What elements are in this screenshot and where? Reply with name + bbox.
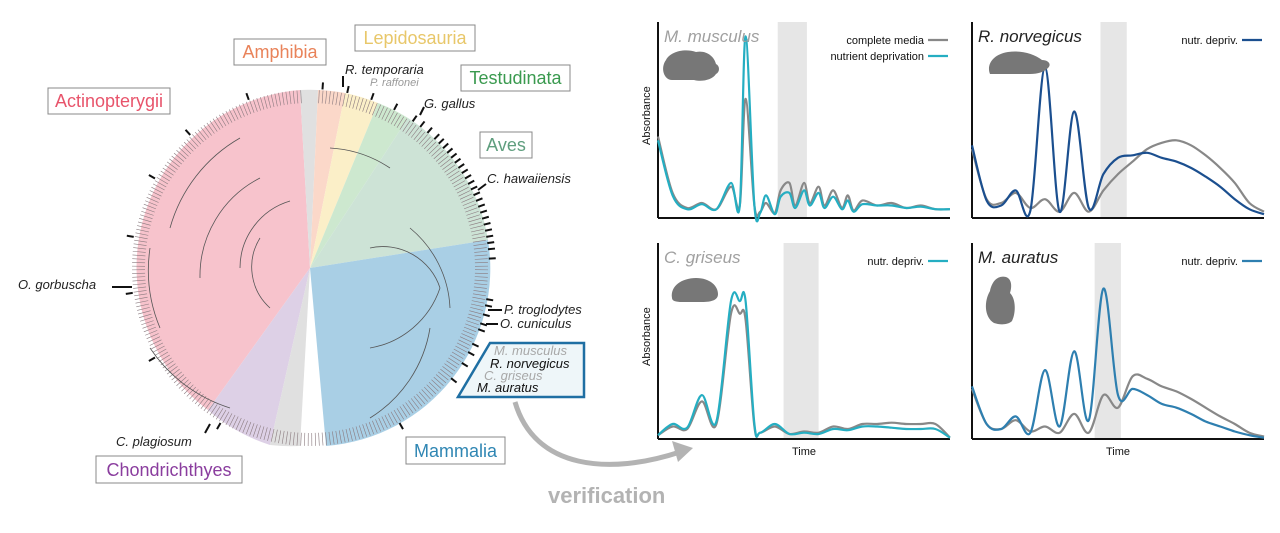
y-axis-label: Absorbance <box>641 307 653 366</box>
clade-label-mammalia: Mammalia <box>405 436 506 465</box>
species-r-temporaria: R. temporaria <box>345 62 424 77</box>
highlight-box: M. musculus R. norvegicus C. griseus M. … <box>455 341 586 399</box>
species-c-plagiosum: C. plagiosum <box>116 434 192 449</box>
x-axis-label: Time <box>1106 446 1130 458</box>
panel-title: C. griseus <box>664 248 741 267</box>
series-line-2 <box>656 35 951 223</box>
clade-label-testudinata: Testudinata <box>460 64 571 92</box>
highlight-m-musculus: M. musculus <box>494 343 567 358</box>
clade-label-amphibia: Amphibia <box>233 38 327 66</box>
chart-panel-2: R. norvegicus nutr. depriv. <box>970 22 1265 219</box>
series-line-2 <box>657 291 951 439</box>
clade-actinopterygii-text: Actinopterygii <box>55 91 163 111</box>
highlight-c-griseus: C. griseus <box>484 368 543 383</box>
chart-panel-4: M. auratus Time nutr. depriv. <box>970 243 1265 458</box>
species-c-hawaiiensis: C. hawaiiensis <box>487 171 571 186</box>
panel-title: M. musculus <box>664 27 760 46</box>
clade-mammalia-text: Mammalia <box>414 441 498 461</box>
clade-label-chondrichthyes: Chondrichthyes <box>95 455 243 484</box>
clade-amphibia-text: Amphibia <box>242 42 318 62</box>
clade-label-aves: Aves <box>479 131 533 159</box>
wedge-testudinata <box>310 103 408 268</box>
series-line-2 <box>970 287 1265 439</box>
wedge-amphibia <box>310 90 345 268</box>
legend-entry: nutr. depriv. <box>867 256 924 268</box>
animal-silhouette <box>663 50 719 81</box>
species-g-gallus: G. gallus <box>424 96 476 111</box>
animal-silhouette <box>671 278 718 302</box>
wedge-actinopterygii <box>136 90 310 410</box>
species-p-raffonei: P. raffonei <box>370 77 419 89</box>
wedge-lepidosauria <box>310 93 378 268</box>
y-axis-label: Absorbance <box>641 86 653 145</box>
highlight-m-auratus: M. auratus <box>477 380 539 395</box>
wedge-amphibia-gray <box>300 89 318 268</box>
clade-chondrichthyes-text: Chondrichthyes <box>106 460 231 480</box>
shaded-window <box>783 243 819 439</box>
legend-entry: complete media <box>846 35 925 47</box>
legend-entry: nutr. depriv. <box>1181 35 1238 47</box>
chart-panel-1: M. musculus Absorbance complete media nutri… <box>641 22 951 223</box>
clade-testudinata-text: Testudinata <box>469 68 562 88</box>
chart-panels: M. musculus Absorbance complete media nutri… <box>641 22 1265 458</box>
chart-panel-3: C. griseus Absorbance Time nutr. depriv. <box>641 243 951 458</box>
clade-label-actinopterygii: Actinopterygii <box>47 87 171 115</box>
species-labels: R. temporaria P. raffonei G. gallus C. h… <box>18 62 582 449</box>
wedge-mammalia <box>310 240 491 446</box>
x-axis-label: Time <box>792 446 816 458</box>
panel-title: R. norvegicus <box>978 27 1082 46</box>
verification-arrow: verification <box>512 401 693 508</box>
species-o-cuniculus: O. cuniculus <box>500 316 572 331</box>
highlight-r-norvegicus: R. norvegicus <box>490 356 570 371</box>
shaded-window <box>1100 22 1127 218</box>
animal-silhouette <box>985 276 1015 325</box>
clade-lepidosauria-text: Lepidosauria <box>363 28 467 48</box>
wedge-chondrichthyes <box>208 268 310 445</box>
legend-entry: nutr. depriv. <box>1181 256 1238 268</box>
series-line-2 <box>970 66 1265 218</box>
tip-ring <box>125 82 496 446</box>
clade-aves-text: Aves <box>486 135 526 155</box>
clade-label-lepidosauria: Lepidosauria <box>354 24 476 52</box>
verification-label: verification <box>548 483 665 508</box>
animal-silhouette <box>988 51 1050 74</box>
panel-title: M. auratus <box>978 248 1059 267</box>
dendrogram-branches <box>147 137 451 419</box>
legend-entry: nutrient deprivation <box>830 51 924 63</box>
species-o-gorbuscha: O. gorbuscha <box>18 277 96 292</box>
species-p-troglodytes: P. troglodytes <box>504 302 582 317</box>
phylogenetic-tree: Actinopterygii Amphibia LepidosauriaTestud… <box>18 24 586 484</box>
wedge-chondrichthyes-gray <box>270 268 310 447</box>
